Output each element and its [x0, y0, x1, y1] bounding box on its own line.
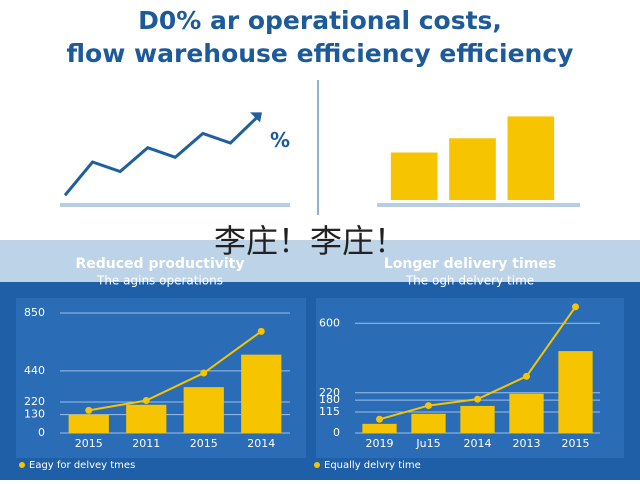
bar	[449, 138, 496, 200]
x-tick-label: 2013	[513, 437, 541, 450]
bar	[460, 405, 495, 433]
line-point	[85, 406, 93, 414]
y-tick-label: 0	[38, 426, 45, 439]
panel-title: Reduced productivity	[75, 256, 244, 272]
y-tick-label: 440	[24, 364, 45, 377]
bar	[183, 387, 224, 433]
x-tick-label: 2015	[562, 437, 590, 450]
x-tick-label: 2015	[190, 437, 218, 450]
line-point	[474, 395, 481, 403]
x-tick-label: 2014	[247, 437, 275, 450]
panel-subtitle: The agins operations	[96, 274, 223, 288]
title-line: flow warehouse efficiency efficiency	[67, 39, 574, 68]
band-background	[0, 240, 640, 282]
bar	[411, 413, 446, 433]
x-tick-label: 2014	[464, 437, 492, 450]
line-point	[376, 415, 383, 423]
y-tick-label: 180	[319, 393, 340, 406]
series-line	[88, 330, 262, 412]
y-tick-label: 220	[24, 395, 45, 408]
y-tick-label: 115	[319, 405, 340, 418]
y-tick-label: 850	[24, 306, 45, 319]
x-tick-label: 2015	[75, 437, 103, 450]
line-point	[200, 369, 208, 377]
x-tick-label: 2019	[366, 437, 394, 450]
line-point	[523, 372, 530, 380]
title-line: D0% ar operational costs,	[138, 6, 502, 35]
line-point	[142, 397, 150, 405]
legend-label: Equally delvry time	[324, 460, 421, 471]
y-tick-label: 600	[319, 316, 340, 329]
bar	[362, 423, 397, 433]
trend-line	[63, 115, 260, 197]
bar	[241, 354, 282, 433]
line-point	[257, 327, 265, 335]
line-point	[425, 402, 432, 410]
y-tick-label: 0	[333, 426, 340, 439]
annotation: %	[270, 128, 290, 152]
y-tick-label: 130	[24, 408, 45, 421]
bar	[558, 351, 593, 433]
x-tick-label: Ju15	[415, 437, 440, 450]
bar	[509, 393, 544, 433]
legend-marker	[314, 462, 320, 468]
bar	[390, 152, 438, 200]
legend-label: Eagy for delvey tmes	[29, 460, 135, 471]
bar	[68, 414, 109, 433]
bar	[507, 116, 555, 200]
panel-subtitle: The ogh delvery time	[405, 274, 534, 288]
watermark: 李庄！李庄！	[214, 222, 406, 260]
arrow-head	[250, 112, 262, 123]
bar	[126, 404, 167, 433]
y-tick-label: 220	[319, 386, 340, 399]
x-tick-label: 2011	[132, 437, 160, 450]
legend-marker	[19, 462, 25, 468]
line-point	[572, 303, 579, 311]
panel-title: Longer delivery times	[384, 256, 556, 272]
